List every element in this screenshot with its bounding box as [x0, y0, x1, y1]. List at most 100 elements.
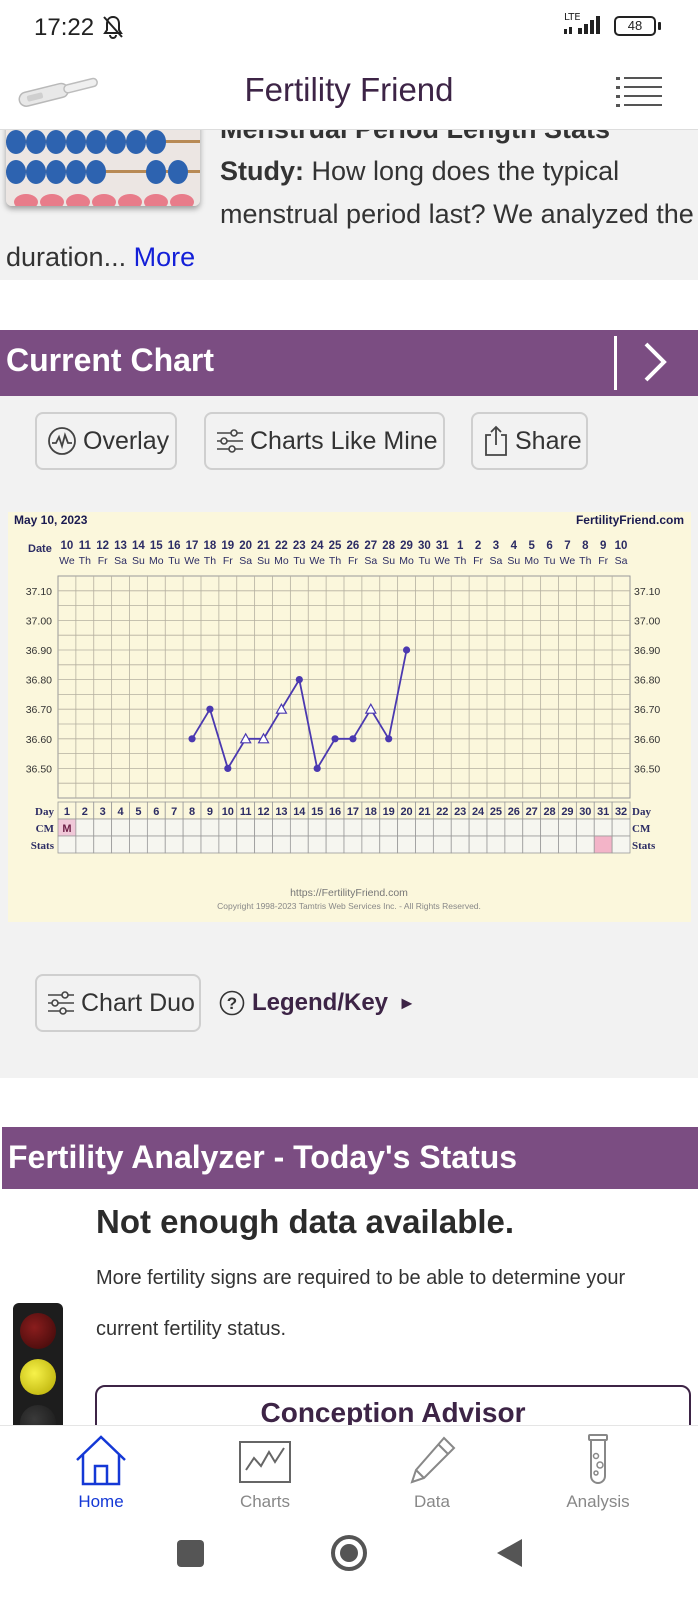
share-button[interactable]: Share: [471, 412, 588, 470]
chart-row-cell: [289, 818, 309, 837]
home-button-icon[interactable]: [330, 1534, 368, 1572]
temperature-point: [364, 702, 377, 714]
chart-row-cell: [450, 818, 470, 837]
y-tick-label-right: 36.50: [634, 763, 660, 775]
article-thumbnail[interactable]: [6, 130, 200, 206]
overlay-label: Overlay: [83, 426, 170, 455]
day-number: 9: [207, 806, 213, 818]
svg-text:?: ?: [227, 994, 237, 1013]
chart-duo-button[interactable]: Chart Duo: [35, 974, 201, 1032]
temperature-point: [349, 735, 357, 743]
nav-analysis[interactable]: Analysis: [533, 1432, 663, 1522]
chart-row-cell: [218, 818, 238, 837]
status-description: More fertility signs are required to be …: [96, 1267, 626, 1340]
status-heading: Not enough data available.: [96, 1203, 515, 1240]
chart-weekday-tick: Fr: [223, 555, 233, 567]
sliders-icon: [217, 429, 243, 453]
chart-site-label: FertilityFriend.com: [576, 513, 684, 527]
chevron-right-icon[interactable]: [638, 340, 672, 384]
day-number: 10: [222, 806, 234, 818]
nav-home-label: Home: [78, 1492, 124, 1511]
charts-like-mine-button[interactable]: Charts Like Mine: [204, 412, 445, 470]
current-chart-title: Current Chart: [6, 342, 215, 378]
nav-home[interactable]: Home: [36, 1432, 166, 1522]
chart-weekday-tick: We: [184, 555, 200, 567]
chart-line-icon: [239, 1441, 291, 1483]
chart-date-tick: 27: [364, 540, 377, 552]
nav-charts[interactable]: Charts: [200, 1432, 330, 1522]
chart-weekday-tick: Th: [329, 555, 341, 567]
day-number: 24: [472, 806, 485, 818]
chart-date-label: May 10, 2023: [14, 513, 88, 527]
day-number: 14: [293, 806, 306, 818]
chart-weekday-tick: Mo: [524, 555, 539, 567]
chart-row-label-right: CM: [632, 823, 651, 835]
conception-advisor-button[interactable]: Conception Advisor: [95, 1385, 691, 1425]
chart-row-cell: [57, 835, 77, 854]
day-number: 6: [153, 806, 159, 818]
chart-row-cell: [540, 818, 559, 837]
day-number: 11: [240, 806, 252, 818]
article-snippet[interactable]: Menstrual Period Length Stats Study: How…: [0, 130, 698, 280]
status-time: 17:22: [34, 14, 95, 41]
share-label: Share: [515, 426, 582, 455]
article-title[interactable]: Menstrual Period Length Stats: [220, 130, 610, 145]
chart-date-tick: 1: [457, 540, 464, 552]
bottom-navigation: Home Charts Data Analysis: [0, 1425, 698, 1523]
thermometer-logo-icon[interactable]: [14, 70, 104, 110]
chart-row-cell: [593, 835, 613, 854]
article-lead: Study:: [220, 156, 304, 186]
temperature-point: [257, 732, 270, 744]
status-bar: 17:22 LTE 48: [0, 0, 698, 56]
test-tube-icon: [588, 1434, 608, 1484]
chart-row-cell: [129, 818, 148, 837]
chart-row-label-right: Stats: [632, 840, 656, 852]
legend-key-link[interactable]: ? Legend/Key ►: [219, 988, 416, 1018]
recents-button[interactable]: [177, 1540, 204, 1567]
chart-weekday-tick: Fr: [598, 555, 608, 567]
chart-weekday-tick: Fr: [473, 555, 483, 567]
temperature-point: [385, 735, 393, 743]
chart-date-tick: 7: [564, 540, 570, 552]
chart-row-label-left: Stats: [31, 840, 55, 852]
chart-row-cell: [325, 818, 345, 837]
system-navigation: [0, 1523, 698, 1600]
y-tick-label-right: 36.80: [634, 675, 660, 687]
chart-date-tick: 4: [511, 540, 518, 552]
y-tick-label-left: 36.70: [26, 704, 52, 716]
article-summary: Study: How long does the typical menstru…: [6, 150, 694, 279]
overlay-icon: [48, 427, 76, 455]
temperature-point: [224, 764, 232, 772]
chart-row-cell: [182, 818, 202, 837]
more-link[interactable]: More: [133, 242, 196, 272]
menu-icon[interactable]: [616, 76, 662, 108]
chart-row-cell: [379, 818, 399, 837]
y-tick-label-right: 36.60: [634, 734, 660, 746]
chart-date-tick: 26: [347, 540, 360, 552]
chart-row-cell: [432, 818, 452, 837]
day-number: 27: [526, 806, 538, 818]
bbt-chart[interactable]: May 10, 2023 FertilityFriend.com Date 10 11 1…: [8, 512, 691, 922]
chart-row-cell: [325, 835, 345, 854]
chart-weekday-tick: Mo: [274, 555, 289, 567]
chart-weekday-tick: Tu: [544, 555, 556, 567]
chart-date-tick: 17: [186, 540, 199, 552]
chart-footer-url: https://FertilityFriend.com: [290, 887, 408, 899]
legend-key-label: Legend/Key: [252, 989, 389, 1016]
temperature-point: [206, 705, 214, 713]
chart-weekday-tick: We: [59, 555, 75, 567]
back-button-icon[interactable]: [494, 1537, 524, 1569]
chart-weekday-tick: Sa: [239, 555, 252, 567]
chart-weekday-tick: Tu: [293, 555, 305, 567]
signal-icon: [564, 16, 600, 34]
day-number: 29: [561, 806, 573, 818]
fertility-analyzer-header: Fertility Analyzer - Today's Status: [2, 1127, 698, 1189]
nav-data[interactable]: Data: [367, 1432, 497, 1522]
current-chart-header[interactable]: Current Chart: [0, 330, 698, 396]
overlay-button[interactable]: Overlay: [35, 412, 177, 470]
chart-date-tick: 9: [600, 540, 606, 552]
network-type: LTE: [564, 12, 581, 23]
abacus-image-icon: [6, 130, 200, 206]
fertility-analyzer-title: Fertility Analyzer - Today's Status: [8, 1139, 518, 1175]
chart-row-cell: [540, 835, 559, 854]
